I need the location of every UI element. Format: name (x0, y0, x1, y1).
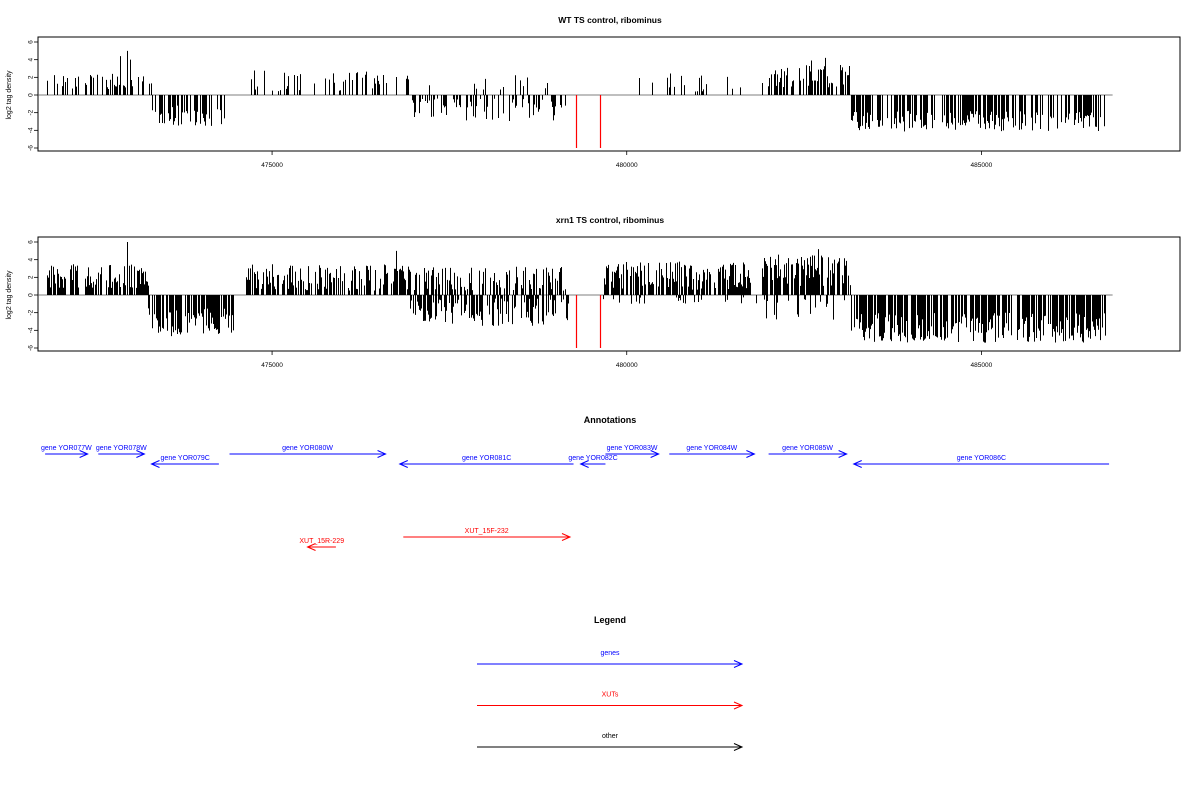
gene-feature-arrowhead (746, 450, 756, 458)
gene-feature-arrowhead (579, 460, 589, 468)
wt-track-ytick-label: -6 (28, 145, 35, 151)
legend-entry: genes (477, 650, 744, 668)
xrn1-track-plot-frame (37, 236, 1181, 352)
wt-track-panel: WT TS control, ribominus log2 tag densit… (6, 15, 1181, 169)
gene-feature-label: gene YOR082C (568, 455, 617, 462)
legend-entry-label: other (602, 733, 619, 740)
legend-title: Legend (594, 615, 626, 625)
xrn1-track-x-axis: 475000 480000 485000 (261, 351, 993, 369)
xrn1-track-xtick-label: 480000 (616, 362, 638, 369)
wt-track-ytick-label: -4 (28, 127, 35, 133)
wt-track-ylabel: log2 tag density (6, 70, 13, 120)
gene-feature-label: gene YOR078W (96, 445, 147, 452)
wt-track-bars (38, 50, 1113, 148)
wt-track-xtick-label: 480000 (616, 162, 638, 169)
xrn1-track-bars (38, 242, 1113, 348)
xrn1-track-ytick-label: -2 (28, 309, 35, 315)
gene-feature-arrowhead (650, 450, 660, 458)
xut-feature: XUT_15F-232 (403, 528, 572, 541)
xut-feature-arrowhead (561, 533, 572, 541)
xrn1-track-ylabel: log2 tag density (6, 270, 13, 320)
wt-track-title: WT TS control, ribominus (558, 15, 662, 25)
wt-track-plot-frame (37, 36, 1181, 152)
xut-feature-arrowhead (306, 543, 316, 551)
gene-feature: gene YOR081C (398, 455, 574, 468)
gene-feature-arrowhead (852, 460, 862, 468)
gene-feature: gene YOR086C (852, 455, 1110, 468)
gene-feature-arrowhead (838, 450, 848, 458)
gene-feature: gene YOR083W (605, 445, 660, 458)
xut-feature: XUT_15R-229 (299, 538, 344, 551)
wt-track-ytick-label: 0 (28, 93, 35, 97)
wt-track-xtick-label: 475000 (261, 162, 283, 169)
gene-feature: gene YOR082C (568, 455, 618, 468)
xrn1-track-ytick-label: 0 (28, 293, 35, 297)
gene-feature-arrowhead (398, 460, 408, 468)
legend-entry-label: XUTs (602, 692, 619, 699)
gene-feature-label: gene YOR077W (41, 445, 92, 452)
xrn1-track-y-axis: -6 -4 -2 0 2 4 6 (28, 240, 38, 351)
xrn1-track-xtick-label: 485000 (971, 362, 993, 369)
xrn1-track-ytick-label: -4 (28, 327, 35, 333)
gene-feature: gene YOR077W (41, 445, 92, 458)
xrn1-track-title: xrn1 TS control, ribominus (556, 215, 664, 225)
gene-feature: gene YOR084W (669, 445, 756, 458)
gene-feature-label: gene YOR083W (607, 445, 658, 452)
wt-track-ytick-label: -2 (28, 109, 35, 115)
legend-panel: Legend genes XUTs other (477, 615, 744, 751)
gene-feature: gene YOR080W (229, 445, 387, 458)
annotation-features: gene YOR077W gene YOR078W gene YOR079C gene… (41, 445, 1110, 551)
xrn1-track-ytick-label: 4 (28, 257, 35, 261)
xrn1-track-ytick-label: 2 (28, 275, 35, 279)
xrn1-track-xtick-label: 475000 (261, 362, 283, 369)
wt-track-xtick-label: 485000 (971, 162, 993, 169)
xut-feature-label: XUT_15F-232 (465, 528, 509, 535)
legend-entry-arrowhead (733, 743, 744, 751)
annotations-panel: Annotations gene YOR077W gene YOR078Wgene… (41, 415, 1110, 551)
wt-track-ytick-label: 6 (28, 40, 35, 44)
gene-feature-label: gene YOR084W (686, 445, 737, 452)
gene-feature-label: gene YOR085W (782, 445, 833, 452)
gene-feature-label: gene YOR079C (161, 455, 210, 462)
gene-feature-arrowhead (79, 450, 89, 458)
wt-track-ytick-label: 2 (28, 75, 35, 79)
xrn1-track-panel: xrn1 TS control, ribominus log2 tag dens… (6, 215, 1181, 369)
gene-feature: gene YOR079C (150, 455, 219, 468)
gene-feature-label: gene YOR080W (282, 445, 333, 452)
gene-feature-arrowhead (377, 450, 387, 458)
xrn1-track-ytick-label: 6 (28, 240, 35, 244)
legend-entry-label: genes (600, 650, 620, 657)
legend-entry: XUTs (477, 692, 744, 710)
wt-track-x-axis: 475000 480000 485000 (261, 151, 993, 169)
legend-entries: genes XUTs other (477, 650, 744, 751)
legend-entry: other (477, 733, 744, 751)
annotations-title: Annotations (584, 415, 637, 425)
gene-feature-arrowhead (150, 460, 160, 468)
wt-track-ytick-label: 4 (28, 57, 35, 61)
gene-feature: gene YOR078W (96, 445, 147, 458)
gene-feature-label: gene YOR081C (462, 455, 511, 462)
legend-entry-arrowhead (733, 701, 744, 710)
legend-entry-arrowhead (733, 660, 744, 668)
gene-feature-label: gene YOR086C (957, 455, 1006, 462)
wt-track-y-axis: -6 -4 -2 0 2 4 6 (28, 40, 38, 151)
xut-feature-label: XUT_15R-229 (299, 538, 344, 545)
gene-feature: gene YOR085W (768, 445, 848, 458)
gene-feature-arrowhead (136, 450, 146, 458)
xrn1-track-ytick-label: -6 (28, 345, 35, 351)
